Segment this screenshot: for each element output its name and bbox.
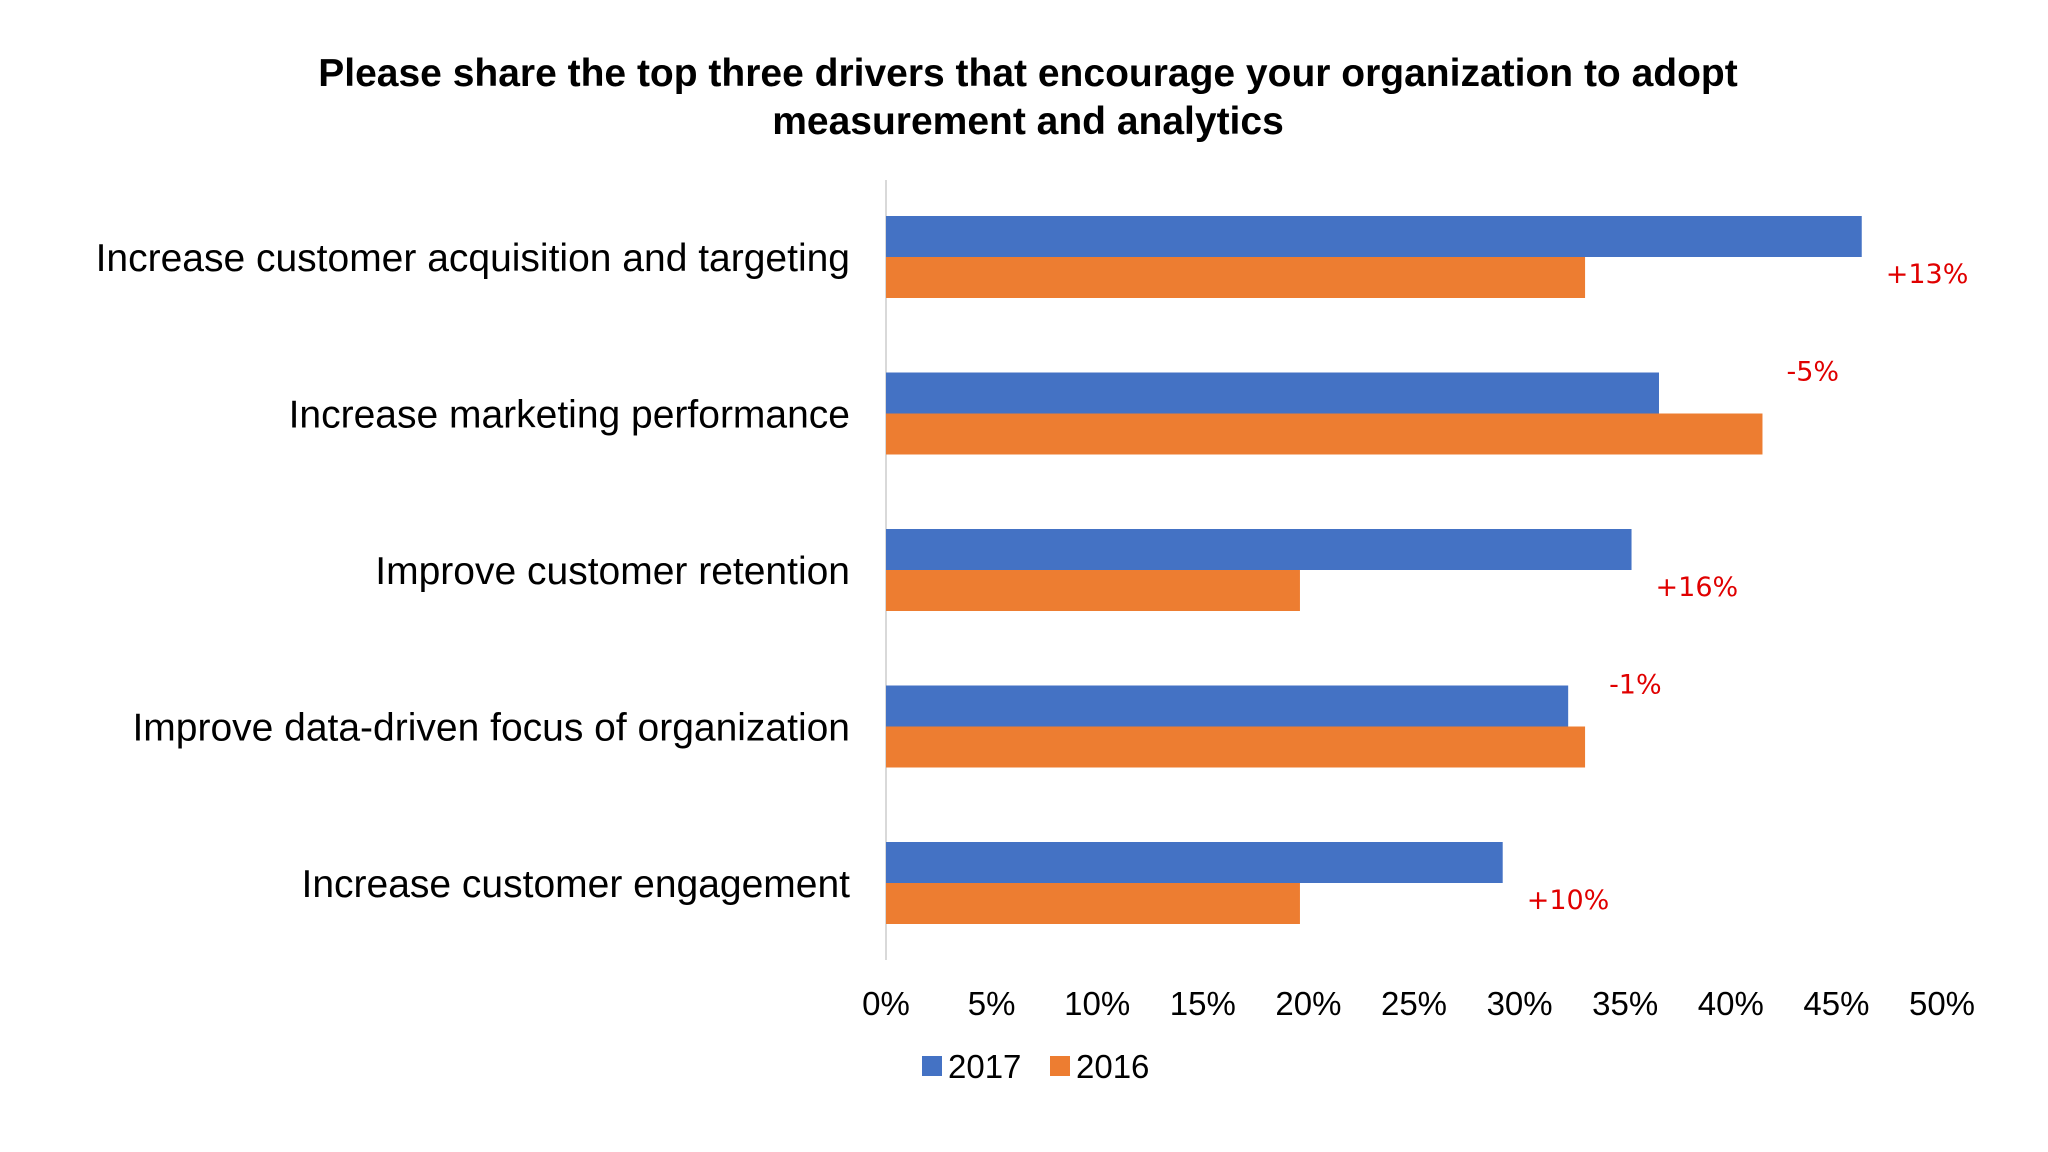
legend-label-2016: 2016 [1076,1048,1149,1085]
bar-2017-4 [886,842,1503,883]
chart-title-line-1: Please share the top three drivers that … [318,52,1737,95]
change-annotation: +13% [1886,259,1969,290]
bar-2016-3 [886,726,1586,768]
x-tick-label: 30% [1487,985,1553,1022]
x-tick-label: 10% [1064,985,1130,1022]
bar-2017-2 [886,529,1632,570]
legend-swatch-2017 [922,1056,942,1076]
category-label: Increase customer engagement [302,863,851,906]
bar-2017-1 [886,372,1659,414]
category-labels: Increase customer acquisition and target… [96,237,851,906]
bars-group [886,216,1862,924]
category-label: Improve data-driven focus of organizatio… [132,707,850,750]
change-annotation: -1% [1609,670,1662,701]
x-tick-label: 20% [1275,985,1341,1022]
bar-2016-4 [886,883,1300,924]
x-tick-label: 15% [1170,985,1236,1022]
x-axis-tick-labels: 0% 5% 10% 15% 20% 25% 30% 35% 40% 45% 50% [862,985,1975,1022]
bar-2017-3 [886,685,1569,727]
x-tick-label: 25% [1381,985,1447,1022]
bar-2016-2 [886,570,1300,611]
x-tick-label: 50% [1909,985,1975,1022]
x-tick-label: 0% [862,985,910,1022]
change-annotation: -5% [1786,357,1839,388]
category-label: Increase customer acquisition and target… [96,237,850,280]
x-tick-label: 45% [1803,985,1869,1022]
x-tick-label: 5% [968,985,1016,1022]
x-tick-label: 40% [1698,985,1764,1022]
change-annotations: +13% -5% +16% -1% +10% [1527,259,1969,916]
legend-label-2017: 2017 [948,1048,1021,1085]
x-tick-label: 35% [1592,985,1658,1022]
change-annotation: +16% [1656,572,1739,603]
chart-title: Please share the top three drivers that … [318,52,1737,143]
legend: 2017 2016 [922,1048,1149,1085]
category-label: Improve customer retention [375,550,850,593]
chart-title-line-2: measurement and analytics [772,100,1284,143]
bar-2016-1 [886,413,1763,455]
bar-2016-0 [886,257,1586,298]
legend-swatch-2016 [1050,1056,1070,1076]
change-annotation: +10% [1527,885,1610,916]
bar-2017-0 [886,216,1862,257]
category-label: Increase marketing performance [289,394,850,437]
